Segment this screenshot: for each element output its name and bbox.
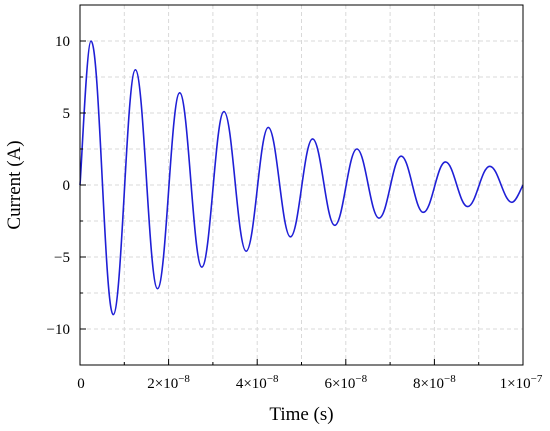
y-tick-labels: 10 5 0 −5 −10 [47,34,70,338]
y-tick-label: −10 [47,322,70,338]
y-axis-title: Current (A) [4,140,25,229]
grid-lines [80,5,523,365]
series-line-0 [79,40,524,316]
x-axis-title: Time (s) [269,404,333,425]
x-tick-labels: 0 2×10−8 4×10−8 6×10−8 8×10−8 1×10−7 [77,373,543,392]
y-tick-label: 10 [55,34,70,50]
series-layer [79,40,524,316]
x-tick-label: 1×10−7 [500,373,543,392]
y-tick-label: 5 [63,106,71,122]
y-tick-label: 0 [63,178,71,194]
y-tick-label: −5 [54,250,70,266]
x-tick-label: 6×10−8 [324,373,367,392]
x-tick-label: 0 [77,376,85,392]
tick-marks [80,40,524,365]
x-tick-label: 8×10−8 [413,373,456,392]
x-tick-label: 2×10−8 [147,373,190,392]
x-tick-label: 4×10−8 [236,373,279,392]
